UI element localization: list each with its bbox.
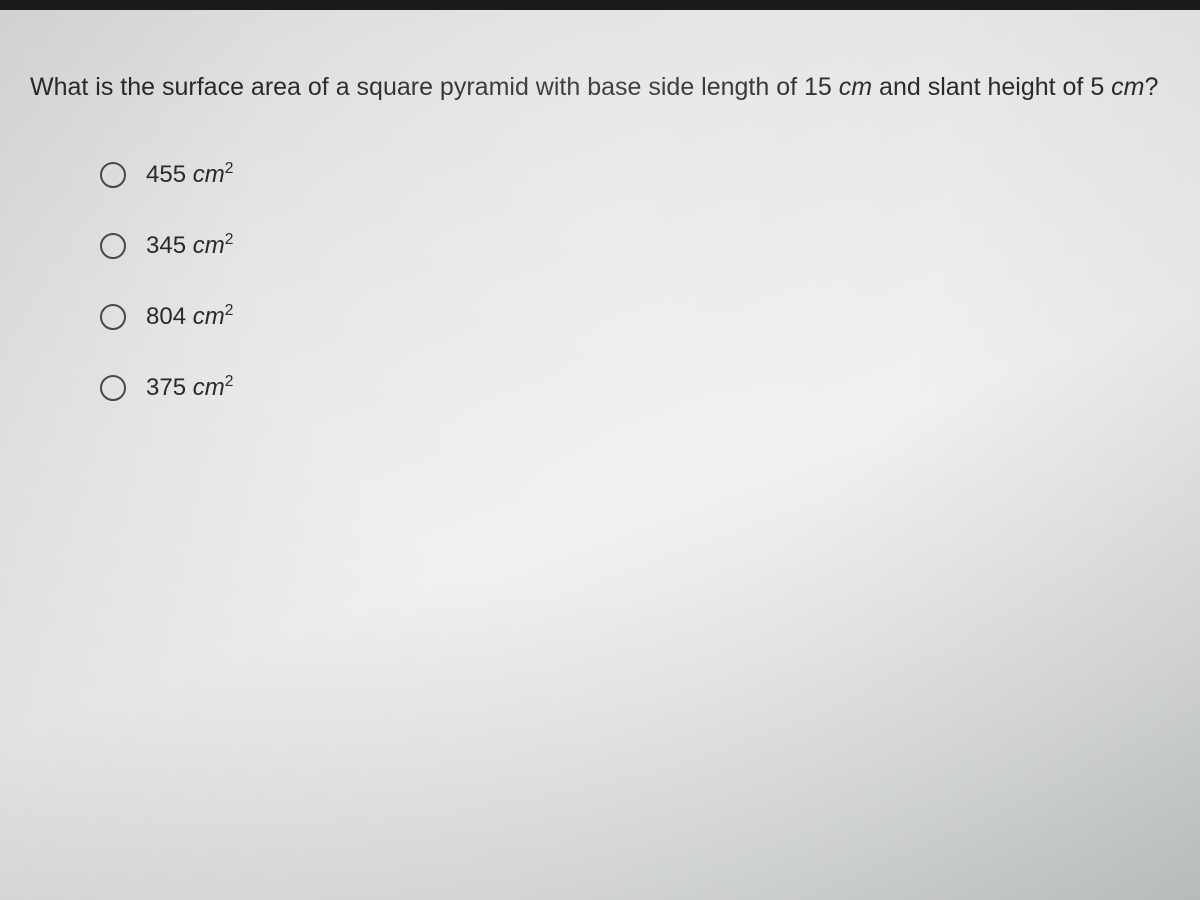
- quiz-page: What is the surface area of a square pyr…: [0, 10, 1200, 900]
- option-value: 804: [146, 303, 186, 330]
- radio-icon[interactable]: [100, 233, 126, 259]
- option-label: 345 cm2: [146, 231, 233, 260]
- option-unit: cm: [193, 232, 225, 259]
- radio-icon[interactable]: [100, 304, 126, 330]
- option-unit: cm: [193, 161, 225, 188]
- radio-icon[interactable]: [100, 375, 126, 401]
- option-unit: cm: [193, 374, 225, 401]
- option-exponent: 2: [225, 160, 234, 177]
- question-part-post: ?: [1145, 73, 1159, 101]
- option-value: 455: [146, 161, 186, 188]
- option-value: 375: [146, 374, 186, 401]
- option-row[interactable]: 804 cm2: [100, 302, 1170, 331]
- question-part-pre: What is the surface area of a square pyr…: [30, 73, 839, 101]
- option-row[interactable]: 345 cm2: [100, 231, 1170, 260]
- question-text: What is the surface area of a square pyr…: [30, 70, 1170, 105]
- option-label: 375 cm2: [146, 373, 233, 402]
- option-value: 345: [146, 232, 186, 259]
- option-exponent: 2: [225, 302, 234, 319]
- radio-icon[interactable]: [100, 162, 126, 188]
- option-row[interactable]: 375 cm2: [100, 373, 1170, 402]
- question-unit-1: cm: [839, 73, 872, 101]
- option-row[interactable]: 455 cm2: [100, 160, 1170, 189]
- option-exponent: 2: [225, 231, 234, 248]
- option-label: 804 cm2: [146, 302, 233, 331]
- option-unit: cm: [193, 303, 225, 330]
- option-exponent: 2: [225, 373, 234, 390]
- window-top-bar: [0, 0, 1200, 10]
- options-list: 455 cm2 345 cm2 804 cm2 375 cm2: [100, 160, 1170, 402]
- question-part-mid: and slant height of 5: [872, 73, 1111, 101]
- question-unit-2: cm: [1111, 73, 1144, 101]
- option-label: 455 cm2: [146, 160, 233, 189]
